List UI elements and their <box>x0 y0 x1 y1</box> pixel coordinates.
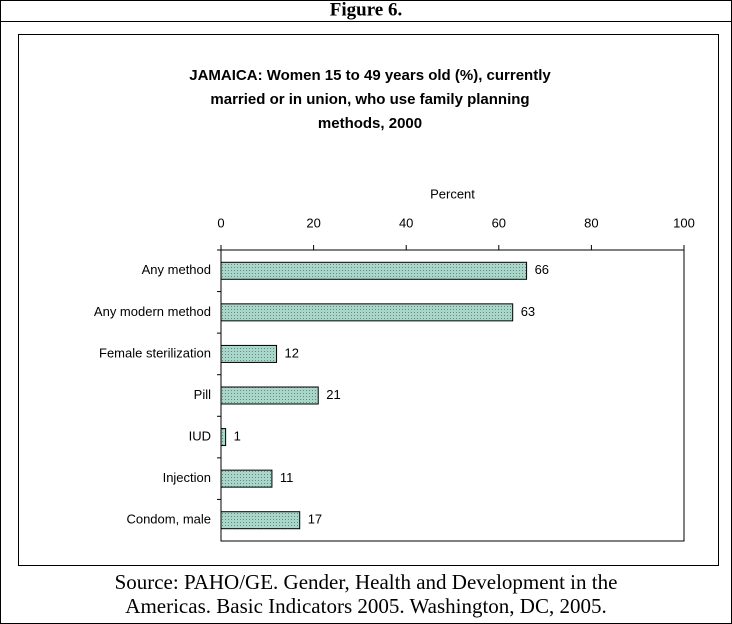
y-tick-label: IUD <box>189 429 211 444</box>
y-tick-label: Any method <box>142 262 211 277</box>
source: Source: PAHO/GE. Gender, Health and Deve… <box>115 570 618 594</box>
x-tick-label: 20 <box>306 215 320 230</box>
bar <box>220 303 514 322</box>
x-tick-label: 0 <box>217 215 224 230</box>
data-label: 66 <box>535 262 549 277</box>
x-tick-label: 60 <box>492 215 506 230</box>
data-label: 12 <box>285 345 299 360</box>
chart: JAMAICA: Women 15 to 49 years old (%), c… <box>94 67 695 542</box>
data-label: 11 <box>280 470 294 485</box>
x-tick-label: 80 <box>584 215 598 230</box>
y-tick-label: Any modern method <box>94 304 211 319</box>
data-label: 63 <box>521 304 535 319</box>
chart-frame <box>18 34 719 566</box>
y-tick-label: Injection <box>163 470 211 485</box>
chart-title: methods, 2000 <box>318 115 422 132</box>
data-label: 17 <box>308 512 322 527</box>
bar <box>220 511 301 530</box>
bar <box>220 428 227 447</box>
data-label: 1 <box>234 429 241 444</box>
x-tick-label: 40 <box>399 215 413 230</box>
axis-label: Percent <box>430 186 475 201</box>
figure-label: Figure 6. <box>330 0 402 20</box>
x-tick-label: 100 <box>673 215 695 230</box>
chart-title: married or in union, who use family plan… <box>210 91 529 108</box>
y-tick-label: Pill <box>194 387 211 402</box>
bar <box>220 386 319 405</box>
bar <box>220 261 528 280</box>
y-tick-label: Condom, male <box>126 512 211 527</box>
bar <box>220 469 273 488</box>
source: Americas. Basic Indicators 2005. Washing… <box>125 594 606 618</box>
y-tick-label: Female sterilization <box>99 345 211 360</box>
data-label: 21 <box>326 387 340 402</box>
chart-title: JAMAICA: Women 15 to 49 years old (%), c… <box>189 67 551 84</box>
bar <box>220 344 278 363</box>
